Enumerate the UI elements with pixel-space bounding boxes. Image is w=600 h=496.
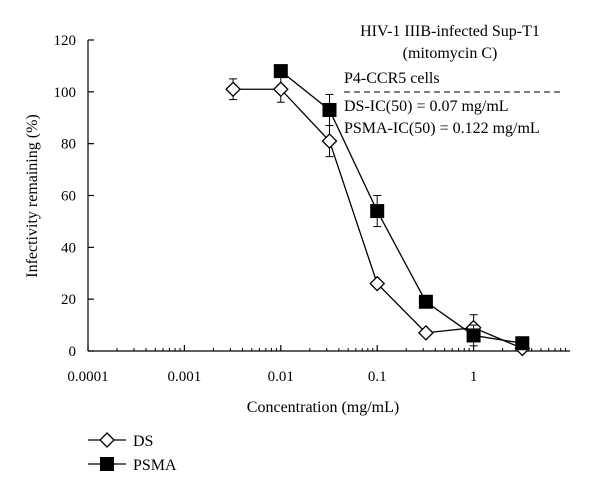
ds-point [225, 81, 242, 98]
ds-point [321, 133, 338, 149]
psma-point [515, 336, 530, 351]
annotation-target-cells: P4-CCR5 cells [344, 70, 440, 87]
y-tick-label: 80 [61, 137, 76, 153]
legend-item-ds: DS [88, 432, 153, 450]
legend-label-ds: DS [133, 433, 153, 450]
psma-point [418, 294, 433, 309]
psma-point [273, 64, 288, 79]
psma-point [466, 328, 481, 343]
x-ticks: 0.0001 0.001 0.01 0.1 1 [67, 345, 567, 385]
y-tick-label: 20 [61, 292, 76, 308]
legend-item-psma: PSMA [88, 457, 177, 474]
x-tick-label: 0.01 [268, 369, 294, 385]
annotation-ds-ic50: DS-IC(50) = 0.07 mg/mL [344, 98, 509, 115]
y-ticks: 0 20 40 60 80 100 120 [54, 33, 94, 360]
legend: DS PSMA [88, 432, 177, 474]
legend-marker-ds [99, 432, 115, 448]
axes: 0 20 40 60 80 100 120 0.0001 0.001 0.01 0.1 1 [54, 33, 570, 385]
ds-point [417, 324, 434, 341]
ds-point [272, 81, 289, 98]
x-axis-title: Concentration (mg/mL) [247, 399, 399, 416]
x-tick-label: 0.0001 [67, 369, 108, 385]
psma-line [280, 70, 523, 344]
annotation-psma-ic50: PSMA-IC(50) = 0.122 mg/mL [344, 120, 540, 137]
y-tick-label: 100 [54, 85, 77, 101]
y-tick-label: 40 [61, 240, 76, 256]
psma-point [322, 102, 337, 117]
y-axis-title: Infectivity remaining (%) [24, 114, 41, 278]
y-tick-label: 0 [69, 344, 77, 360]
x-tick-label: 0.001 [168, 369, 202, 385]
psma-point [370, 204, 385, 219]
annotation-treatment: (mitomycin C) [403, 45, 498, 62]
ds-point [369, 275, 386, 292]
y-tick-label: 120 [54, 33, 77, 49]
legend-label-psma: PSMA [133, 457, 177, 474]
annotation-cell-line: HIV-1 IIIB-infected Sup-T1 [360, 23, 540, 40]
y-tick-label: 60 [61, 189, 76, 205]
series-psma [273, 64, 530, 351]
x-tick-label: 1 [470, 369, 478, 385]
x-tick-label: 0.1 [368, 369, 387, 385]
legend-marker-psma [100, 457, 114, 471]
annotation-box: HIV-1 IIIB-infected Sup-T1 (mitomycin C)… [344, 23, 564, 137]
plot-area [225, 64, 531, 357]
